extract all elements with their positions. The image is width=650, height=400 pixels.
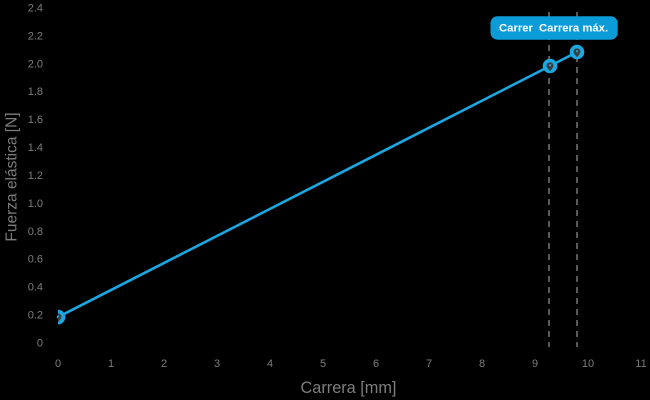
svg-text:0.8: 0.8	[28, 226, 43, 238]
svg-text:0.4: 0.4	[28, 282, 43, 294]
svg-text:1.8: 1.8	[28, 86, 43, 98]
svg-text:2.4: 2.4	[28, 3, 43, 15]
svg-text:11: 11	[635, 358, 646, 370]
svg-text:3: 3	[214, 358, 220, 370]
svg-text:7: 7	[426, 358, 432, 370]
svg-text:0.2: 0.2	[28, 310, 43, 322]
svg-text:1.4: 1.4	[28, 142, 43, 154]
svg-text:Carrera [mm]: Carrera [mm]	[301, 379, 397, 397]
svg-text:2.2: 2.2	[28, 30, 43, 42]
svg-text:0: 0	[55, 358, 61, 370]
svg-text:1.6: 1.6	[28, 114, 43, 126]
svg-text:Fuerza elástica [N]: Fuerza elástica [N]	[4, 112, 21, 241]
svg-text:1: 1	[108, 358, 114, 370]
svg-text:0.6: 0.6	[28, 254, 43, 266]
svg-text:8: 8	[479, 358, 485, 370]
svg-text:4: 4	[267, 358, 273, 370]
svg-text:2: 2	[161, 358, 167, 370]
svg-text:1.0: 1.0	[28, 198, 43, 210]
svg-text:5: 5	[320, 358, 326, 370]
svg-text:2.0: 2.0	[28, 58, 43, 70]
svg-text:10: 10	[582, 358, 594, 370]
svg-text:0: 0	[37, 338, 43, 350]
svg-text:1.2: 1.2	[28, 170, 43, 182]
svg-text:9: 9	[532, 358, 538, 370]
svg-text:6: 6	[373, 358, 379, 370]
